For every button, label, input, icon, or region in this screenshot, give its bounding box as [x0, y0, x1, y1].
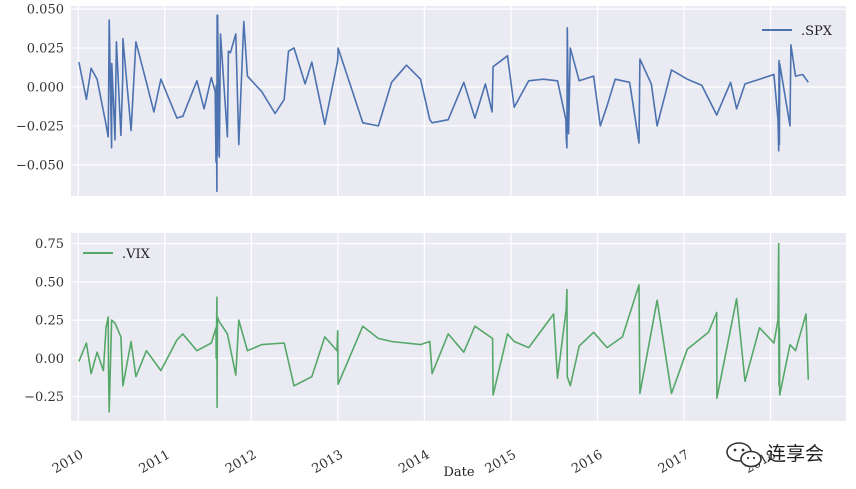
wechat-icon: [726, 442, 762, 468]
x-tick-label: 2016: [569, 447, 605, 477]
legend-label: .SPX: [801, 24, 833, 39]
x-tick-label: 2012: [223, 447, 259, 477]
x-tick-label: 2010: [50, 447, 86, 477]
series-line: [78, 14, 809, 193]
y-tick-label: 0.00: [35, 352, 64, 367]
x-tick-label: 2013: [310, 447, 346, 477]
y-tick-label: 0.75: [35, 237, 64, 252]
plot-background: [71, 6, 846, 196]
y-tick-label: −0.25: [24, 390, 64, 405]
y-tick-label: 0.000: [27, 80, 64, 95]
y-tick-label: 0.25: [35, 314, 64, 329]
x-tick-label: 2017: [656, 447, 692, 477]
y-tick-label: −0.025: [16, 119, 64, 134]
y-tick-label: 0.50: [35, 275, 64, 290]
watermark-text: 连享会: [767, 443, 824, 465]
x-tick-label: 2015: [483, 447, 519, 477]
vix-panel: −0.25 0.00 0.25 0.50 0.75 2010 2011 2012 2013 201…: [24, 233, 846, 477]
legend: .VIX: [83, 247, 151, 262]
plot-background: [71, 233, 846, 421]
series-line: [78, 242, 810, 413]
x-tick-label: 2014: [396, 447, 432, 477]
x-axis-label: Date: [443, 465, 474, 480]
y-tick-label: 0.025: [27, 42, 64, 57]
legend: .SPX: [762, 24, 833, 39]
y-tick-label: 0.050: [27, 3, 64, 18]
y-tick-label: −0.050: [16, 158, 64, 173]
spx-panel: −0.050 −0.025 0.000 0.025 0.050 .SPX: [16, 3, 846, 196]
watermark: 连享会: [726, 442, 824, 468]
legend-label: .VIX: [122, 247, 151, 262]
x-tick-label: 2011: [137, 447, 173, 477]
